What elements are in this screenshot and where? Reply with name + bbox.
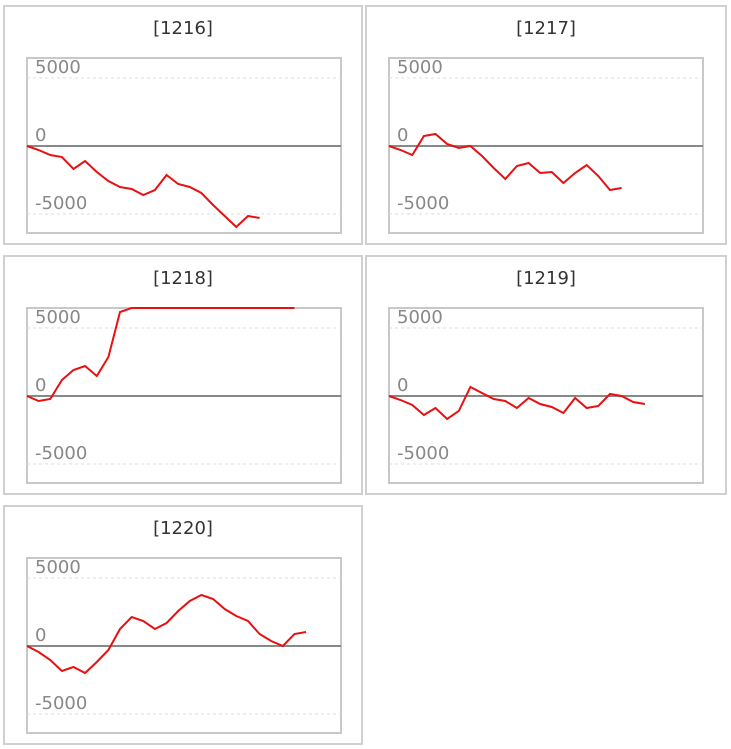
chart-title: [1220] (153, 518, 213, 539)
chart-panel: [1220] -5000 0 5000 (3, 505, 363, 745)
y-tick-label: 0 (397, 125, 408, 146)
data-line (388, 132, 622, 192)
chart-panel: [1218] -5000 0 5000 (3, 255, 363, 495)
chart: [1220] -5000 0 5000 (26, 518, 342, 734)
y-tick-label: -5000 (397, 443, 449, 464)
y-tick-label: 5000 (35, 557, 81, 578)
y-tick-label: 0 (397, 375, 408, 396)
data-line (26, 593, 307, 675)
y-tick-label: 0 (35, 125, 46, 146)
data-line (26, 145, 260, 229)
chart-title: [1216] (153, 18, 213, 39)
y-tick-label: 5000 (35, 307, 81, 328)
y-tick-label: 5000 (35, 57, 81, 78)
y-tick-label: 0 (35, 625, 46, 646)
chart-panel: [1216] -5000 0 5000 (3, 5, 363, 245)
chart: [1216] -5000 0 5000 (26, 18, 342, 234)
chart: [1219] -5000 0 5000 (388, 268, 704, 484)
chart: [1217] -5000 0 5000 (388, 18, 704, 234)
chart: [1218] -5000 0 5000 (26, 268, 342, 484)
chart-panel: [1217] -5000 0 5000 (365, 5, 727, 245)
y-tick-label: 0 (35, 375, 46, 396)
y-tick-label: 5000 (397, 57, 443, 78)
data-line (388, 385, 646, 421)
chart-title: [1217] (516, 18, 576, 39)
chart-title: [1219] (516, 268, 576, 289)
y-tick-label: -5000 (35, 693, 87, 714)
y-tick-label: -5000 (35, 443, 87, 464)
chart-title: [1218] (153, 268, 213, 289)
y-tick-label: -5000 (397, 193, 449, 214)
y-tick-label: 5000 (397, 307, 443, 328)
data-line (26, 307, 295, 403)
chart-panel: [1219] -5000 0 5000 (365, 255, 727, 495)
y-tick-label: -5000 (35, 193, 87, 214)
